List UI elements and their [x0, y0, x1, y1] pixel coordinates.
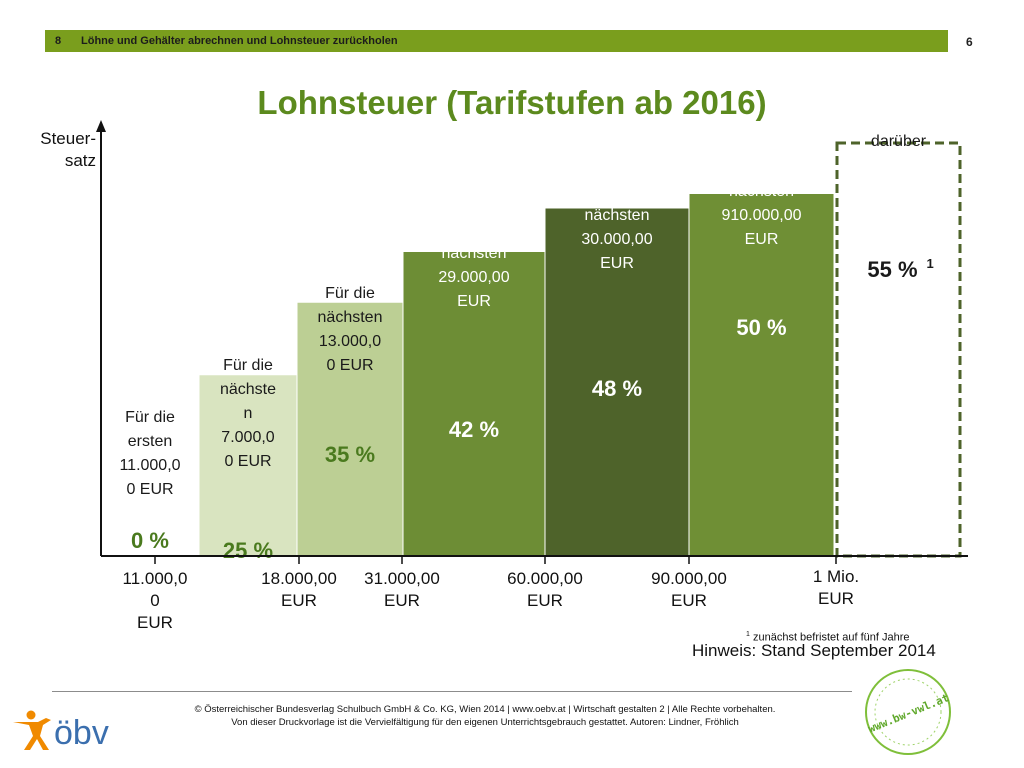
step-5-label-line-1: Für die: [592, 183, 642, 200]
step-1-label-line-3: 11.000,0: [119, 457, 180, 474]
step-6-label-line-4: EUR: [745, 231, 779, 248]
footnote-text: zunächst befristet auf fünf Jahre: [752, 631, 910, 644]
x-tick-label-2-line-1: 18.000,00: [261, 569, 337, 588]
step-4-rate-label: 42 %: [449, 417, 499, 442]
x-tick-label-3-line-2: EUR: [384, 591, 420, 610]
hint-text: Hinweis: Stand September 2014: [692, 641, 936, 660]
step-2-label-line-5: 0 EUR: [224, 453, 271, 470]
step-6-label-line-1: Für die: [737, 159, 787, 176]
x-tick-label-1-line-2: 0: [150, 591, 159, 610]
bar-step-6: [688, 193, 835, 557]
step-2-label-line-3: n: [244, 405, 253, 422]
step-7-rate-label: 55 %: [867, 257, 917, 282]
step-1-label-line-4: 0 EUR: [126, 481, 173, 498]
step-7-rate-footnote-mark: 1: [927, 256, 934, 271]
x-tick-label-6-line-1: 1 Mio.: [813, 567, 859, 586]
bar-step-2: [198, 374, 298, 557]
x-tick-label-2-line-2: EUR: [281, 591, 317, 610]
x-tick-label-4-line-1: 60.000,00: [507, 569, 583, 588]
x-tick-label-5-line-1: 90.000,00: [651, 569, 727, 588]
step-1-rate-label: 0 %: [131, 528, 169, 553]
chapter-header-bar: 8 Löhne und Gehälter abrechnen und Lohns…: [45, 30, 948, 52]
step-6-label-line-2: nächsten: [729, 183, 794, 200]
step-5-label-line-2: nächsten: [585, 207, 650, 224]
oebv-logo-text: öbv: [54, 714, 109, 752]
step-7-label-line-1: darüber: [871, 133, 927, 150]
step-5-label-line-4: EUR: [600, 255, 634, 272]
stamp-inner-ring: [874, 678, 942, 746]
step-3-label-line-2: nächsten: [318, 309, 383, 326]
step-1-label-line-2: ersten: [128, 433, 172, 450]
slide-title: Lohnsteuer (Tarifstufen ab 2016): [257, 84, 767, 121]
step-3-rate-label: 35 %: [325, 442, 375, 467]
step-2-label-line-4: 7.000,0: [221, 429, 274, 446]
bw-vwl-stamp: www.bw-vwl.at: [865, 669, 951, 755]
x-tick-label-6-line-2: EUR: [818, 589, 854, 608]
step-5-label-line-3: 30.000,00: [581, 231, 652, 248]
chapter-title: Löhne und Gehälter abrechnen und Lohnste…: [81, 35, 398, 47]
footnote-mark: 1: [746, 631, 750, 638]
copyright-line1: © Österreichischer Bundesverlag Schulbuc…: [194, 704, 776, 715]
step-5-rate-label: 48 %: [592, 376, 642, 401]
step-6-label-line-3: 910.000,00: [721, 207, 801, 224]
step-4-label-line-2: nächsten: [442, 245, 507, 262]
copyright-line2: Von dieser Druckvorlage ist die Vervielf…: [231, 717, 739, 728]
step-4-label-line-4: EUR: [457, 293, 491, 310]
y-axis-label-line1: Steuer-: [40, 129, 96, 148]
bar-step-5: [544, 207, 690, 557]
step-2-label-line-1: Für die: [223, 357, 273, 374]
step-3-label-line-3: 13.000,0: [319, 333, 381, 350]
y-axis-label-line2: satz: [64, 151, 96, 170]
page-number: 6: [966, 35, 973, 49]
bar-step-7-dashed: [835, 141, 962, 558]
footer-divider: [52, 691, 852, 692]
x-tick-label-4-line-2: EUR: [527, 591, 563, 610]
oebv-logo-star-icon: [13, 710, 51, 750]
x-tick-label-5-line-2: EUR: [671, 591, 707, 610]
step-2-label-line-2: nächste: [220, 381, 276, 398]
y-axis-arrow-icon: [96, 120, 106, 132]
stamp-outer-ring: [865, 669, 951, 755]
bar-step-4: [402, 251, 546, 557]
x-tick-label-3-line-1: 31.000,00: [364, 569, 440, 588]
footnote: 1 zunächst befristet auf fünf Jahre: [746, 631, 910, 644]
step-1-label-line-1: Für die: [125, 409, 175, 426]
oebv-logo: öbv: [13, 710, 109, 752]
y-axis-label: Steuer- satz: [20, 128, 96, 172]
x-tick-label-1-line-1: 11.000,0: [123, 569, 188, 588]
step-4-label-line-3: 29.000,00: [438, 269, 509, 286]
stamp-text: www.bw-vwl.at: [866, 691, 951, 735]
step-4-label-line-1: Für die: [449, 221, 499, 238]
copyright-notice: © Österreichischer Bundesverlag Schulbuc…: [175, 703, 795, 729]
step-2-rate-label: 25 %: [223, 538, 273, 563]
step-3-label-line-1: Für die: [325, 285, 375, 302]
x-tick-label-1-line-3: EUR: [137, 613, 173, 632]
chapter-number: 8: [55, 35, 62, 47]
step-3-label-line-4: 0 EUR: [326, 357, 373, 374]
step-6-rate-label: 50 %: [736, 315, 786, 340]
